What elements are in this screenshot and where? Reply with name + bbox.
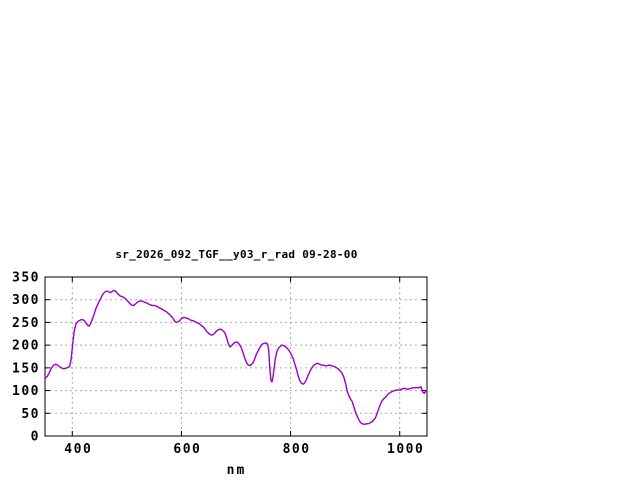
y-tick-label: 50 — [21, 407, 40, 422]
x-tick-label: 1000 — [387, 442, 424, 457]
y-tick-label: 250 — [12, 316, 40, 331]
y-tick-label: 100 — [12, 384, 40, 399]
x-axis-label: nm — [226, 463, 247, 478]
plot-border — [44, 276, 428, 437]
data-line — [44, 289, 428, 425]
chart-title: sr_2026_092_TGF__y03_r_rad 09-28-00 — [115, 248, 358, 261]
y-tick-label: 0 — [31, 430, 40, 445]
x-tick-label: 800 — [283, 442, 311, 457]
y-tick-label: 350 — [12, 271, 40, 286]
y-tick-label: 300 — [12, 293, 40, 308]
x-tick-label: 400 — [64, 442, 92, 457]
x-tick-label: 600 — [173, 442, 201, 457]
y-tick-label: 200 — [12, 339, 40, 354]
y-tick-label: 150 — [12, 361, 40, 376]
